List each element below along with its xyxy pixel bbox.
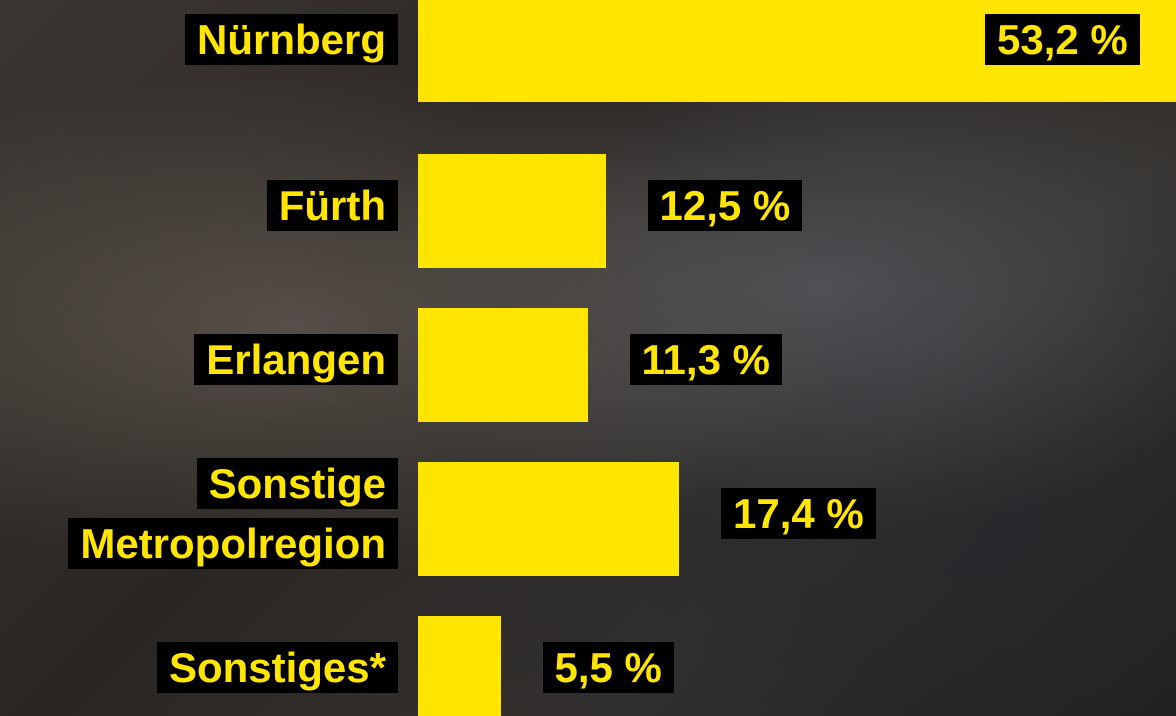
- label-text: Sonstiges*: [156, 642, 398, 693]
- label-text: Fürth: [266, 180, 398, 231]
- bar: [418, 154, 606, 268]
- bar: [418, 616, 501, 716]
- label-text: 5,5 %: [542, 642, 674, 693]
- bar: [418, 462, 679, 576]
- value-label: 5,5 %: [542, 642, 674, 703]
- label-text: 53,2 %: [985, 14, 1140, 65]
- category-label: Erlangen: [18, 334, 398, 395]
- label-text: Erlangen: [194, 334, 398, 385]
- label-text: 17,4 %: [721, 488, 876, 539]
- value-label: 11,3 %: [629, 334, 782, 395]
- value-label: 53,2 %: [985, 14, 1140, 75]
- label-text: 12,5 %: [647, 180, 803, 231]
- category-label: Sonstiges*: [18, 642, 398, 703]
- label-text: Nürnberg: [185, 14, 398, 65]
- label-text: Sonstige Metropolregion: [68, 458, 398, 569]
- label-text: 11,3 %: [629, 334, 782, 385]
- category-label: Nürnberg: [18, 14, 398, 75]
- bar: [418, 308, 588, 422]
- value-label: 12,5 %: [647, 180, 803, 241]
- category-label: Fürth: [18, 180, 398, 241]
- category-label: Sonstige Metropolregion: [18, 458, 398, 579]
- value-label: 17,4 %: [721, 488, 876, 549]
